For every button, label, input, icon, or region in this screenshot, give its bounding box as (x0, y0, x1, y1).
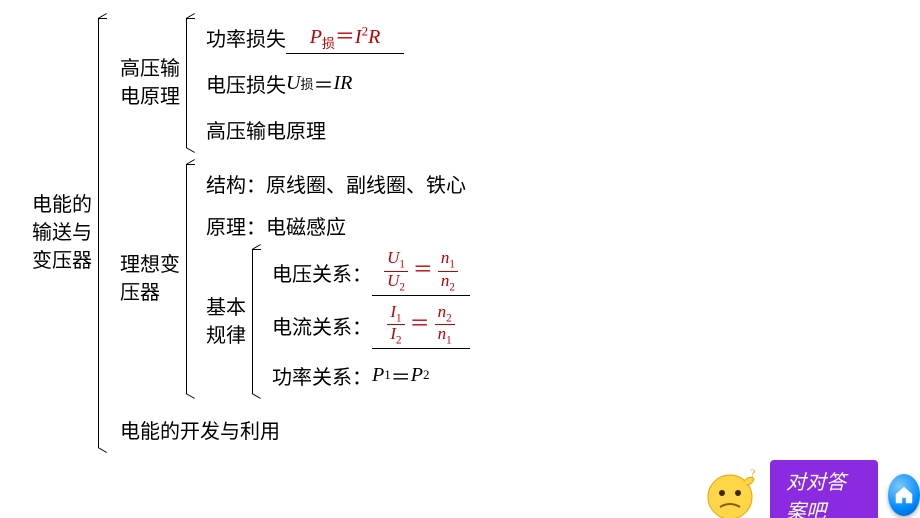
b2-principle: 原理：电磁感应 (206, 207, 470, 245)
root-bracket (98, 18, 112, 448)
b1-r1-fill: P损＝I2R (286, 20, 404, 54)
root-label: 电能的 输送与 变压器 (32, 191, 98, 275)
b2-l1: 理想变 (120, 251, 180, 279)
b1-voltage-loss: 电压损失 U损＝IR (206, 64, 404, 102)
branch-energy-usage: 电能的开发与利用 (120, 410, 470, 448)
b1-power-loss: 功率损失 P损＝I2R (206, 18, 404, 56)
b1-principle: 高压输电原理 (206, 110, 404, 148)
branch-basic-laws: 基本 规律 电压关系： U1U2 ＝ n (206, 249, 470, 394)
b1-r1-pre: 功率损失 (206, 23, 286, 52)
root-l2: 输送与 (32, 219, 92, 247)
voltage-relation-fill: U1U2 ＝ n1n2 (372, 249, 470, 296)
home-button[interactable] (888, 474, 920, 516)
b2s-bracket (252, 249, 264, 394)
current-relation: 电流关系： I1I2 ＝ n2n1 (272, 303, 470, 350)
current-relation-fill: I1I2 ＝ n2n1 (372, 303, 470, 350)
check-answers-button[interactable]: 对对答案吧 (770, 460, 878, 518)
b1-l2: 电原理 (120, 83, 180, 111)
svg-text:?: ? (750, 467, 755, 480)
b2-label: 理想变 压器 (120, 251, 186, 307)
b1-r2-pre: 电压损失 (206, 69, 286, 98)
root-l3: 变压器 (32, 247, 92, 275)
b1-l1: 高压输 (120, 55, 180, 83)
tree-root: 电能的 输送与 变压器 高压输 电原理 功率损失 P损＝I2R (32, 18, 470, 448)
b2s-label: 基本 规律 (206, 294, 252, 350)
b2-structure: 结构：原线圈、副线圈、铁心 (206, 164, 470, 202)
thinking-emoji-icon: ? (700, 467, 760, 518)
power-relation: 功率关系： P1＝P2 (272, 356, 470, 394)
footer-controls: ? 对对答案吧 (700, 460, 920, 518)
b1-label: 高压输 电原理 (120, 55, 186, 111)
voltage-relation: 电压关系： U1U2 ＝ n1n2 (272, 249, 470, 296)
b1-bracket (186, 18, 198, 148)
b2-bracket (186, 164, 198, 394)
branch-hv-transmission: 高压输 电原理 功率损失 P损＝I2R 电压损失 U损＝IR (120, 18, 470, 148)
b2-l2: 压器 (120, 279, 180, 307)
branch-ideal-transformer: 理想变 压器 结构：原线圈、副线圈、铁心 原理：电磁感应 基本 规律 (120, 164, 470, 394)
root-l1: 电能的 (32, 191, 92, 219)
home-icon (893, 484, 915, 506)
